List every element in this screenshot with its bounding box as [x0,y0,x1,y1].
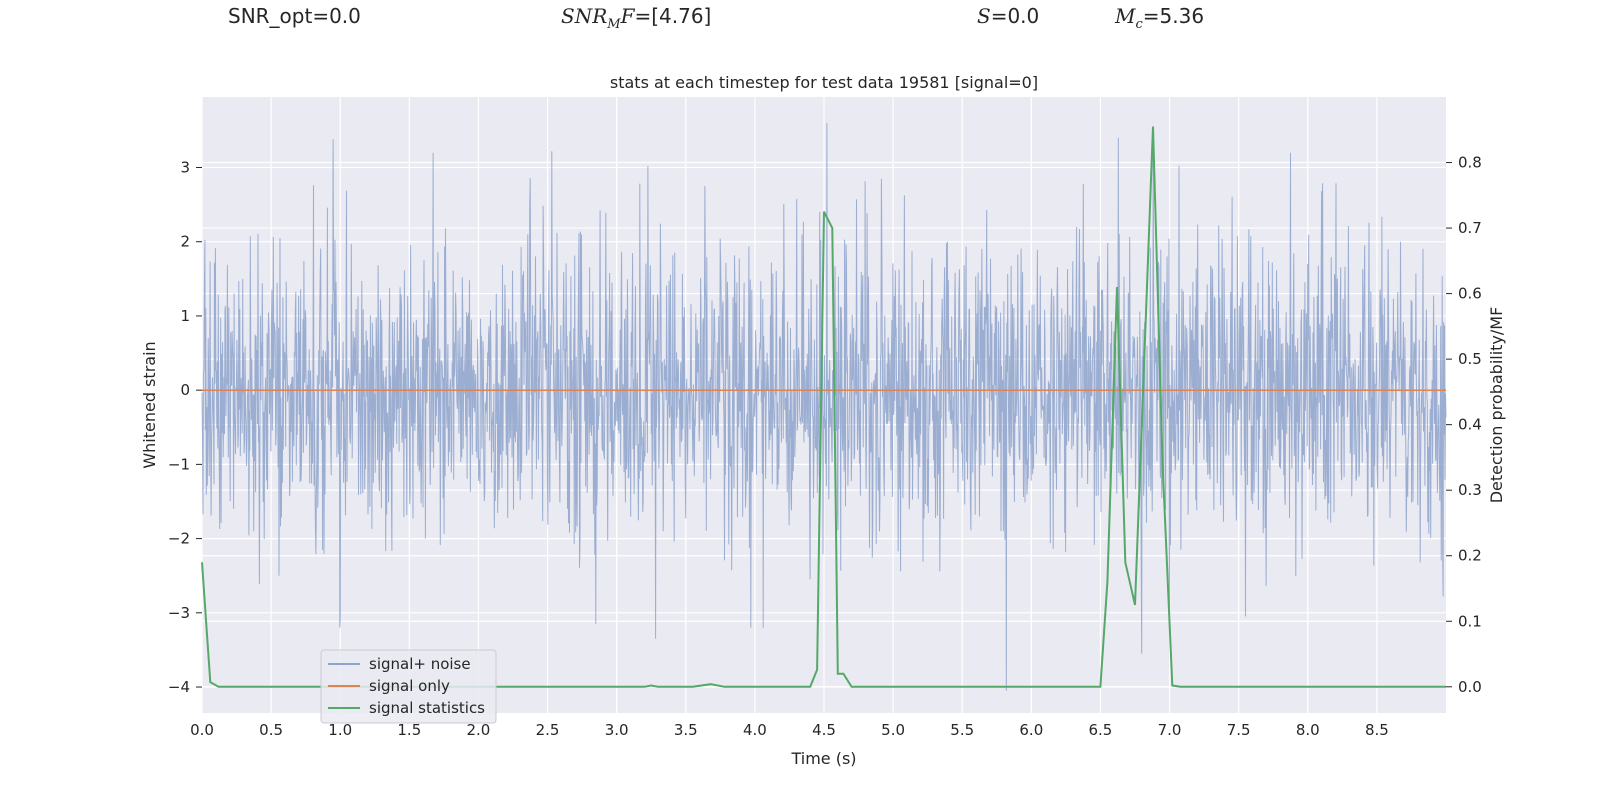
right-y-axis-label: Detection probability/MF [1487,307,1506,504]
right-y-tick-label: 0.1 [1458,612,1482,630]
x-tick-label: 6.0 [1019,721,1043,739]
x-tick-label: 7.0 [1158,721,1182,739]
right-y-tick-label: 0.0 [1458,678,1482,696]
right-y-tick-label: 0.3 [1458,481,1482,499]
mc-label: Mc=5.36 [1115,4,1205,32]
x-tick-label: 1.0 [328,721,352,739]
left-y-tick-label: 1 [180,307,190,325]
x-tick-label: 8.5 [1365,721,1389,739]
legend: signal+ noise signal only signal statist… [320,649,497,724]
left-y-tick-label: −3 [168,604,190,622]
legend-label-signal-statistics: signal statistics [369,699,485,717]
legend-label-signal-noise: signal+ noise [369,655,471,673]
signal-noise-series [201,122,1447,691]
x-tick-label: 2.5 [536,721,560,739]
x-tick-label: 1.5 [397,721,421,739]
signal-statistics-line [201,126,1446,688]
left-y-tick-label: −1 [168,455,190,473]
x-axis-label: Time (s) [790,749,856,768]
x-tick-label: 3.5 [674,721,698,739]
x-tick-label: 6.5 [1089,721,1113,739]
left-y-tick-label: 0 [180,381,190,399]
left-y-ticks: 3 2 1 0 −1 −2 −3 −4 [168,159,202,696]
x-ticks: 0.0 0.5 1.0 1.5 2.0 2.5 3.0 3.5 4.0 4.5 5.0 5.5 6.0 6… [190,721,1389,739]
chart-title: stats at each timestep for test data 195… [610,73,1038,92]
left-y-tick-label: 3 [180,159,190,177]
snr-mf-label: SNRMF=[4.76] [561,4,712,32]
left-y-tick-label: −2 [168,530,190,548]
x-tick-label: 8.0 [1296,721,1320,739]
legend-box [320,649,497,724]
left-y-tick-label: −4 [168,678,190,696]
x-tick-label: 0.5 [259,721,283,739]
s-value: =0.0 [990,4,1040,28]
snr-mf-value: =[4.76] [634,4,712,28]
snr-opt-label: SNR_opt=0.0 [228,4,361,28]
signal-noise-line [201,122,1447,691]
x-tick-label: 4.5 [812,721,836,739]
right-y-tick-label: 0.6 [1458,285,1482,303]
right-y-tick-label: 0.5 [1458,350,1482,368]
left-y-axis-label: Whitened strain [140,341,159,468]
legend-label-signal-only: signal only [369,677,450,695]
x-tick-label: 5.5 [950,721,974,739]
left-y-tick-label: 2 [180,233,190,251]
x-tick-label: 4.0 [743,721,767,739]
mc-value: =5.36 [1142,4,1205,28]
x-tick-label: 7.5 [1227,721,1251,739]
right-y-tick-label: 0.2 [1458,547,1482,565]
right-y-tick-label: 0.8 [1458,154,1482,172]
x-tick-label: 5.0 [881,721,905,739]
x-tick-label: 3.0 [605,721,629,739]
s-label: S=0.0 [977,4,1040,28]
right-y-tick-label: 0.4 [1458,416,1482,434]
x-tick-label: 0.0 [190,721,214,739]
x-tick-label: 2.0 [467,721,491,739]
right-y-tick-label: 0.7 [1458,219,1482,237]
right-y-ticks: 0.8 0.7 0.6 0.5 0.4 0.3 0.2 0.1 0.0 [1446,154,1482,696]
signal-statistics-series [201,126,1446,688]
